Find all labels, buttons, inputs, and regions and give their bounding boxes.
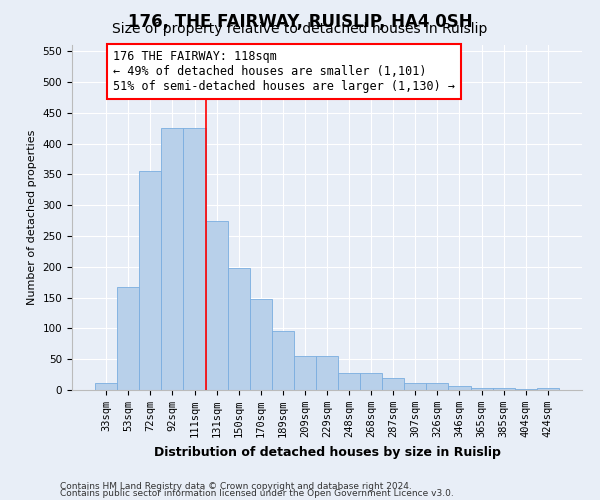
Text: 176 THE FAIRWAY: 118sqm
← 49% of detached houses are smaller (1,101)
51% of semi: 176 THE FAIRWAY: 118sqm ← 49% of detache… bbox=[113, 50, 455, 93]
X-axis label: Distribution of detached houses by size in Ruislip: Distribution of detached houses by size … bbox=[154, 446, 500, 458]
Bar bbox=[448, 386, 470, 390]
Bar bbox=[338, 374, 360, 390]
Bar bbox=[360, 374, 382, 390]
Bar bbox=[184, 128, 206, 390]
Bar bbox=[493, 388, 515, 390]
Bar bbox=[95, 382, 117, 390]
Bar bbox=[206, 220, 227, 390]
Y-axis label: Number of detached properties: Number of detached properties bbox=[27, 130, 37, 305]
Bar bbox=[537, 388, 559, 390]
Bar bbox=[250, 299, 272, 390]
Text: Contains public sector information licensed under the Open Government Licence v3: Contains public sector information licen… bbox=[60, 490, 454, 498]
Bar bbox=[427, 383, 448, 390]
Bar bbox=[382, 378, 404, 390]
Bar bbox=[117, 286, 139, 390]
Bar bbox=[294, 356, 316, 390]
Bar bbox=[470, 388, 493, 390]
Bar bbox=[139, 170, 161, 390]
Bar bbox=[161, 128, 184, 390]
Bar bbox=[272, 331, 294, 390]
Bar bbox=[404, 383, 427, 390]
Text: Size of property relative to detached houses in Ruislip: Size of property relative to detached ho… bbox=[112, 22, 488, 36]
Bar bbox=[227, 268, 250, 390]
Bar bbox=[316, 356, 338, 390]
Text: Contains HM Land Registry data © Crown copyright and database right 2024.: Contains HM Land Registry data © Crown c… bbox=[60, 482, 412, 491]
Text: 176, THE FAIRWAY, RUISLIP, HA4 0SH: 176, THE FAIRWAY, RUISLIP, HA4 0SH bbox=[128, 12, 472, 30]
